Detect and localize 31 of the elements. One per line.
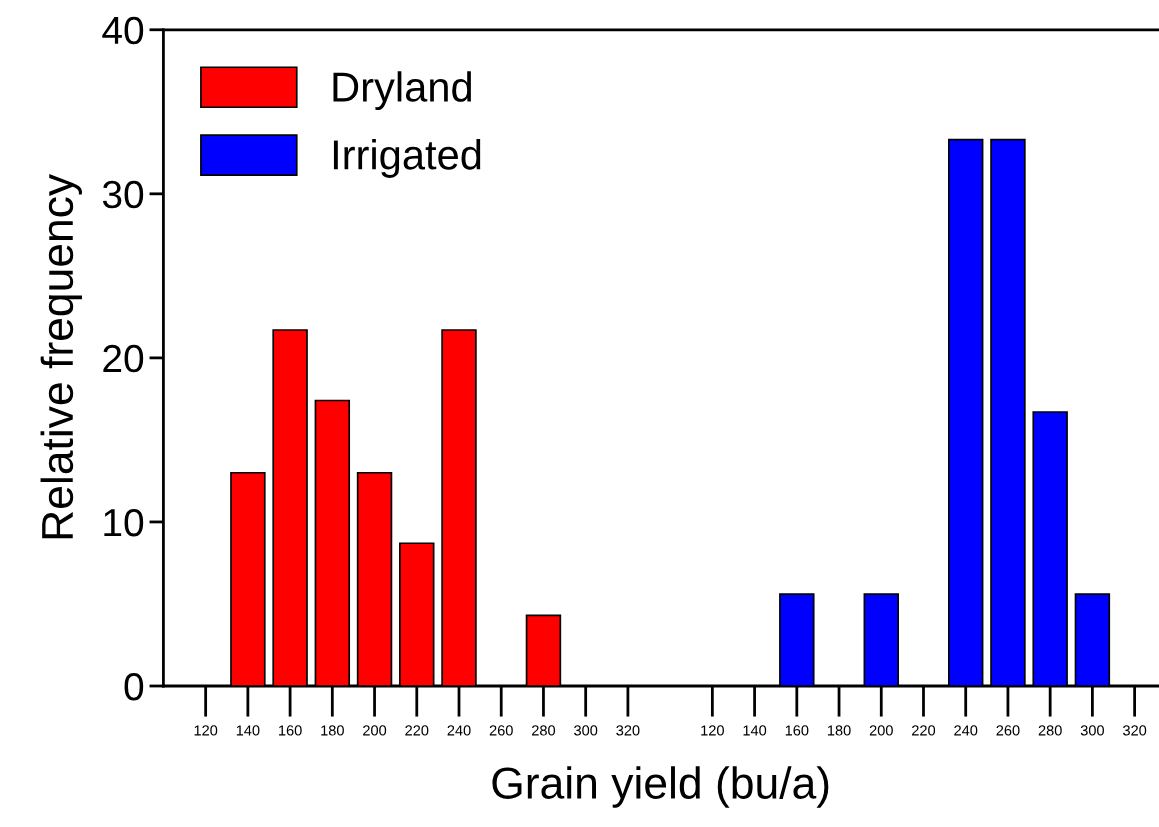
y-tick-label: 40 — [102, 16, 144, 45]
x-tick-label: 320 — [616, 725, 640, 736]
x-tick-label: 180 — [827, 725, 851, 736]
x-tick-label: 240 — [447, 725, 471, 736]
x-tick-label: 160 — [279, 725, 302, 736]
x-tick-label: 280 — [1038, 725, 1062, 736]
y-tick-label: 20 — [103, 344, 144, 373]
x-tick-label: 240 — [954, 725, 978, 736]
x-tick-label: 140 — [236, 725, 260, 736]
x-tick-label: 220 — [912, 725, 936, 736]
x-tick-label: 200 — [869, 725, 893, 736]
legend-label: Irrigated — [333, 139, 481, 178]
x-tick-label: 220 — [405, 725, 429, 736]
y-axis-title: Relative frequency — [40, 173, 82, 539]
x-tick-label: 140 — [743, 725, 767, 736]
x-tick-label: 180 — [321, 725, 344, 736]
x-tick-label: 300 — [574, 725, 598, 736]
x-tick-label: 300 — [1080, 725, 1104, 736]
y-tick-label: 30 — [102, 180, 144, 209]
x-tick-label: 280 — [532, 725, 556, 736]
x-axis-title: Grain yield (bu/a) — [492, 766, 829, 808]
x-tick-label: 160 — [785, 725, 809, 736]
x-tick-label: 120 — [701, 725, 724, 736]
x-tick-label: 120 — [194, 725, 218, 736]
x-tick-label: 320 — [1123, 725, 1147, 736]
y-tick-label: 10 — [104, 508, 144, 537]
x-tick-label: 260 — [489, 725, 513, 736]
legend-label: Dryland — [333, 71, 471, 111]
x-tick-label: 260 — [996, 725, 1020, 736]
x-tick-label: 200 — [363, 725, 387, 736]
y-tick-label: 0 — [124, 672, 144, 701]
